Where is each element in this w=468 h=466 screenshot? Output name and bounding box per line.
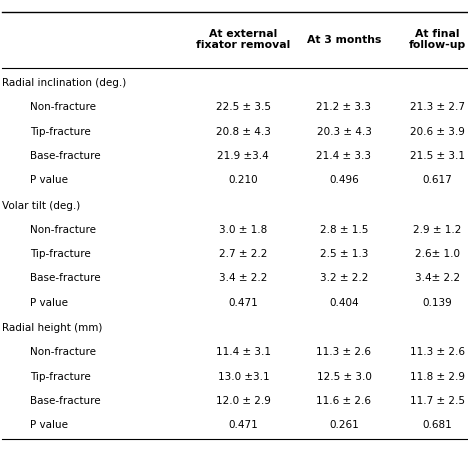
Text: Tip-fracture: Tip-fracture bbox=[30, 127, 91, 137]
Text: Base-fracture: Base-fracture bbox=[30, 151, 101, 161]
Text: Tip-fracture: Tip-fracture bbox=[30, 249, 91, 259]
Text: 21.5 ± 3.1: 21.5 ± 3.1 bbox=[410, 151, 465, 161]
Text: 0.404: 0.404 bbox=[329, 298, 359, 308]
Text: Tip-fracture: Tip-fracture bbox=[30, 372, 91, 382]
Text: 0.139: 0.139 bbox=[423, 298, 453, 308]
Text: 21.9 ±3.4: 21.9 ±3.4 bbox=[218, 151, 269, 161]
Text: 2.7 ± 2.2: 2.7 ± 2.2 bbox=[219, 249, 268, 259]
Text: 0.681: 0.681 bbox=[423, 420, 453, 430]
Text: 2.5 ± 1.3: 2.5 ± 1.3 bbox=[320, 249, 368, 259]
Text: 12.0 ± 2.9: 12.0 ± 2.9 bbox=[216, 396, 271, 406]
Text: P value: P value bbox=[30, 175, 68, 185]
Text: 11.3 ± 2.6: 11.3 ± 2.6 bbox=[316, 348, 372, 357]
Text: 11.3 ± 2.6: 11.3 ± 2.6 bbox=[410, 348, 465, 357]
Text: P value: P value bbox=[30, 420, 68, 430]
Text: Base-fracture: Base-fracture bbox=[30, 274, 101, 283]
Text: At 3 months: At 3 months bbox=[307, 34, 381, 45]
Text: 11.8 ± 2.9: 11.8 ± 2.9 bbox=[410, 372, 465, 382]
Text: 20.8 ± 4.3: 20.8 ± 4.3 bbox=[216, 127, 271, 137]
Text: 20.6 ± 3.9: 20.6 ± 3.9 bbox=[410, 127, 465, 137]
Text: 21.3 ± 2.7: 21.3 ± 2.7 bbox=[410, 103, 465, 112]
Text: 22.5 ± 3.5: 22.5 ± 3.5 bbox=[216, 103, 271, 112]
Text: 21.2 ± 3.3: 21.2 ± 3.3 bbox=[316, 103, 372, 112]
Text: Radial inclination (deg.): Radial inclination (deg.) bbox=[2, 78, 126, 88]
Text: At external
fixator removal: At external fixator removal bbox=[196, 29, 291, 50]
Text: P value: P value bbox=[30, 298, 68, 308]
Text: 11.7 ± 2.5: 11.7 ± 2.5 bbox=[410, 396, 465, 406]
Text: Non-fracture: Non-fracture bbox=[30, 348, 96, 357]
Text: Volar tilt (deg.): Volar tilt (deg.) bbox=[2, 201, 80, 211]
Text: Non-fracture: Non-fracture bbox=[30, 103, 96, 112]
Text: 2.9 ± 1.2: 2.9 ± 1.2 bbox=[413, 225, 462, 235]
Text: 0.210: 0.210 bbox=[228, 175, 258, 185]
Text: 12.5 ± 3.0: 12.5 ± 3.0 bbox=[316, 372, 372, 382]
Text: Non-fracture: Non-fracture bbox=[30, 225, 96, 235]
Text: 0.617: 0.617 bbox=[423, 175, 453, 185]
Text: At final
follow-up: At final follow-up bbox=[409, 29, 466, 50]
Text: 13.0 ±3.1: 13.0 ±3.1 bbox=[218, 372, 269, 382]
Text: 3.4 ± 2.2: 3.4 ± 2.2 bbox=[219, 274, 268, 283]
Text: 21.4 ± 3.3: 21.4 ± 3.3 bbox=[316, 151, 372, 161]
Text: 0.471: 0.471 bbox=[228, 298, 258, 308]
Text: 20.3 ± 4.3: 20.3 ± 4.3 bbox=[316, 127, 372, 137]
Text: 11.4 ± 3.1: 11.4 ± 3.1 bbox=[216, 348, 271, 357]
Text: 3.2 ± 2.2: 3.2 ± 2.2 bbox=[320, 274, 368, 283]
Text: 2.6± 1.0: 2.6± 1.0 bbox=[415, 249, 460, 259]
Text: 3.0 ± 1.8: 3.0 ± 1.8 bbox=[219, 225, 268, 235]
Text: 2.8 ± 1.5: 2.8 ± 1.5 bbox=[320, 225, 368, 235]
Text: Radial height (mm): Radial height (mm) bbox=[2, 323, 102, 333]
Text: 3.4± 2.2: 3.4± 2.2 bbox=[415, 274, 460, 283]
Text: 0.496: 0.496 bbox=[329, 175, 359, 185]
Text: 11.6 ± 2.6: 11.6 ± 2.6 bbox=[316, 396, 372, 406]
Text: 0.261: 0.261 bbox=[329, 420, 359, 430]
Text: 0.471: 0.471 bbox=[228, 420, 258, 430]
Text: Base-fracture: Base-fracture bbox=[30, 396, 101, 406]
